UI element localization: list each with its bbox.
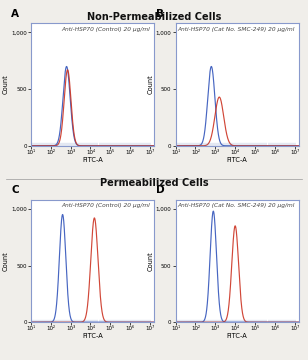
Text: Permeabilized Cells: Permeabilized Cells — [100, 178, 208, 188]
X-axis label: FITC-A: FITC-A — [82, 333, 103, 339]
Text: A: A — [11, 9, 19, 18]
Y-axis label: Count: Count — [148, 75, 154, 94]
Text: Anti-HSP70 (Control) 20 μg/ml: Anti-HSP70 (Control) 20 μg/ml — [62, 27, 150, 32]
X-axis label: FITC-A: FITC-A — [227, 157, 248, 163]
Text: Anti-HSP70 (Cat No. SMC-249) 20 μg/ml: Anti-HSP70 (Cat No. SMC-249) 20 μg/ml — [178, 203, 295, 208]
Text: Anti-HSP70 (Control) 20 μg/ml: Anti-HSP70 (Control) 20 μg/ml — [62, 203, 150, 208]
X-axis label: FITC-A: FITC-A — [82, 157, 103, 163]
Y-axis label: Count: Count — [3, 75, 9, 94]
X-axis label: FITC-A: FITC-A — [227, 333, 248, 339]
Y-axis label: Count: Count — [148, 251, 154, 271]
Text: C: C — [11, 185, 19, 195]
Y-axis label: Count: Count — [3, 251, 9, 271]
Text: B: B — [156, 9, 164, 18]
Text: Non-Permeabilized Cells: Non-Permeabilized Cells — [87, 12, 221, 22]
Text: D: D — [156, 185, 164, 195]
Text: Anti-HSP70 (Cat No. SMC-249) 20 μg/ml: Anti-HSP70 (Cat No. SMC-249) 20 μg/ml — [178, 27, 295, 32]
